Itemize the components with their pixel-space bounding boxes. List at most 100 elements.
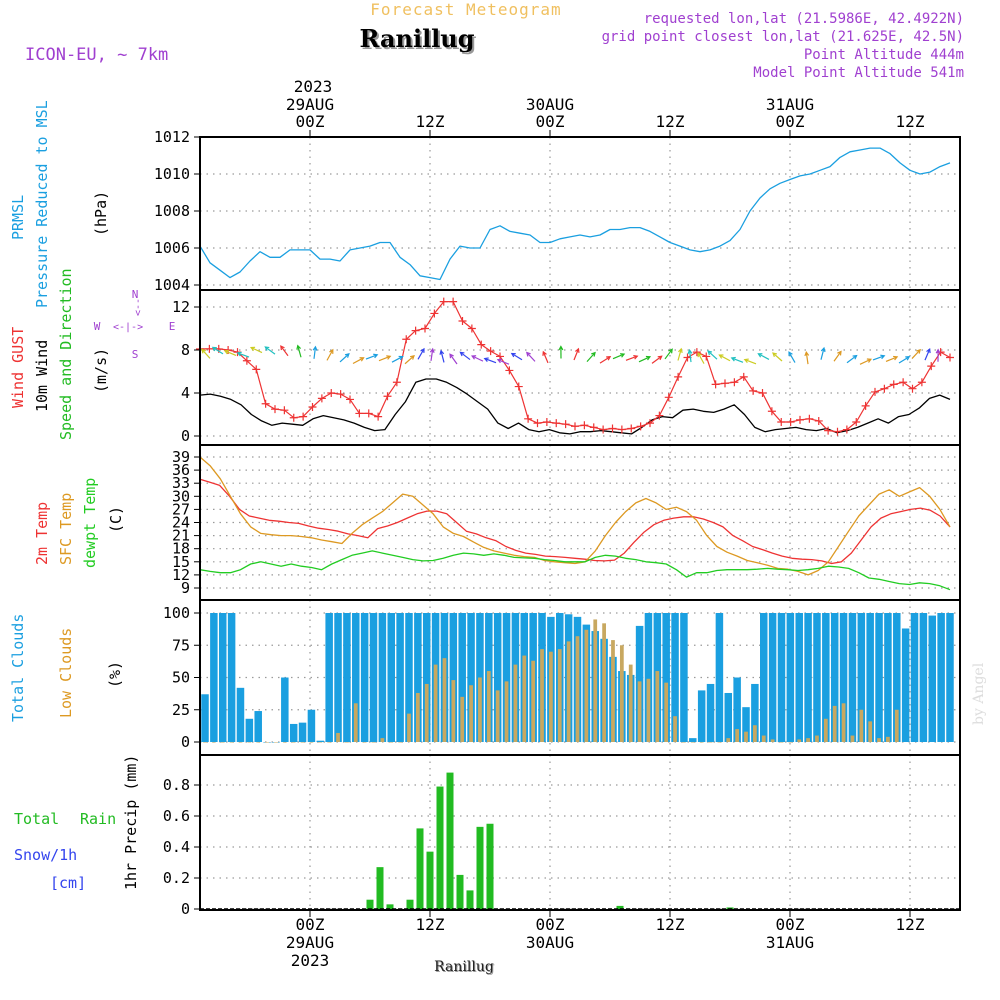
cloud-total-bar (875, 613, 883, 742)
cloud-total-bar (830, 613, 839, 742)
cloud-low-bar (797, 739, 802, 742)
gust-marker (421, 324, 429, 333)
y-tick-label: 1006 (154, 239, 190, 257)
y-tick-label: 18 (172, 540, 190, 558)
cloud-low-bar (220, 742, 225, 743)
wind-arrow (599, 356, 612, 364)
cloud-total-bar (910, 613, 919, 742)
y-tick-label: 33 (172, 474, 190, 492)
cloud-low-bar (673, 716, 677, 742)
cloud-total-bar (325, 613, 333, 742)
wind-arrow (312, 345, 318, 359)
cloud-low-bar (584, 629, 589, 742)
gust-marker (646, 419, 654, 428)
cloud-total-bar (493, 613, 502, 742)
gust-marker (889, 380, 898, 389)
cloud-total-bar (369, 613, 378, 742)
wind-arrow (429, 347, 435, 361)
y-tick-label: 1004 (154, 276, 190, 294)
gust-marker (655, 411, 664, 420)
cloud-low-bar (823, 718, 828, 742)
rain-bar (486, 823, 494, 909)
label-speed-direction: Speed and Direction (57, 268, 75, 440)
cloud-low-bar (557, 649, 562, 742)
cloud-low-bar (522, 655, 527, 742)
gust-marker (692, 348, 701, 357)
gust-marker (355, 409, 364, 418)
cloud-low-bar (211, 742, 216, 743)
gust-marker (486, 347, 495, 356)
gust-marker (617, 425, 626, 434)
cloud-low-bar (389, 742, 394, 743)
bottom-tick-time: 00Z (536, 915, 565, 934)
bottom-tick-time: 00Z (296, 915, 325, 934)
panel-cloud: 0 25 50 75 100 (163, 599, 961, 756)
cloud-low-bar (611, 640, 615, 742)
gust-marker (252, 365, 261, 374)
gust-marker (627, 424, 636, 433)
gust-marker (730, 378, 739, 387)
cloud-total-bar (919, 613, 928, 742)
series-dewpt-temp (199, 550, 951, 591)
wind-arrow (718, 354, 731, 362)
gust-marker (383, 392, 392, 401)
compass-east: E (169, 320, 176, 333)
gust-marker (767, 407, 776, 416)
gust-marker (552, 419, 561, 428)
cloud-low-bar (362, 742, 367, 743)
gust-marker (824, 426, 833, 435)
label-10m-wind: 10m Wind (33, 340, 51, 412)
wind-arrow (898, 356, 911, 364)
y-tick-label: 100 (163, 604, 190, 622)
top-tick-time: 00Z (776, 112, 805, 131)
cloud-low-bar (300, 742, 305, 743)
top-tick-day: 29AUG (286, 95, 334, 114)
cloud-low-bar (415, 692, 420, 742)
gust-marker (664, 393, 673, 402)
cloud-total-bar (387, 613, 395, 742)
y-tick-label: 15 (172, 553, 190, 571)
gust-marker (289, 413, 298, 422)
y-tick-label: 25 (172, 701, 190, 719)
wind-arrow (391, 355, 404, 363)
wind-arrow (664, 348, 673, 360)
cloud-total-bar (671, 613, 679, 742)
wind-arrow (542, 350, 549, 364)
cloud-low-bar (336, 732, 340, 742)
cloud-total-bar (813, 613, 821, 742)
y-tick-label: 1012 (154, 128, 190, 146)
cloud-low-bar (779, 742, 784, 743)
rain-bar (456, 874, 464, 909)
info-altitude: Point Altitude 444m (804, 47, 964, 63)
cloud-total-bar (689, 738, 697, 742)
top-tick-day: 30AUG (526, 95, 574, 114)
cloud-low-bar (735, 729, 740, 742)
wind-arrow (296, 344, 302, 358)
info-gridpoint: grid point closest lon,lat (21.625E, 42.… (602, 29, 964, 45)
cloud-low-bar (203, 742, 207, 743)
cloud-total-bar (928, 615, 937, 742)
cloud-low-bar (832, 705, 837, 742)
label-snow: Snow/1h (14, 846, 77, 864)
cloud-low-bar (877, 738, 881, 742)
top-tick-day: 31AUG (766, 95, 814, 114)
cloud-total-bar (697, 690, 706, 742)
y-tick-label: 50 (172, 669, 190, 687)
top-tick-time: 00Z (296, 112, 325, 131)
cloud-low-bar (628, 664, 633, 742)
cloud-low-bar (708, 742, 713, 743)
cloud-low-bar (353, 703, 358, 742)
y-tick-label: 0 (181, 733, 190, 751)
label-hpa: (hPa) (92, 191, 110, 236)
cloud-low-bar (424, 683, 429, 742)
cloud-low-bar (726, 738, 731, 742)
cloud-total-bar (733, 677, 741, 742)
cloud-low-bar (575, 636, 580, 742)
y-tick-label: 39 (172, 448, 190, 466)
cloud-total-bar (866, 613, 874, 742)
wind-arrow (211, 346, 224, 355)
cloud-low-bar (753, 725, 757, 742)
label-celsius: (C) (107, 506, 125, 533)
wind-arrow (365, 353, 379, 360)
gust-marker (842, 425, 851, 434)
